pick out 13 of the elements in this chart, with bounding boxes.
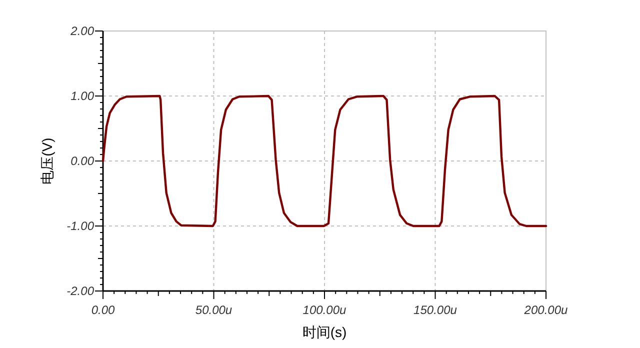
x-tick-label: 0.00 [91, 303, 115, 317]
y-tick-label: 1.00 [70, 89, 94, 103]
x-tick-label: 200.00u [523, 303, 568, 317]
x-tick-label: 100.00u [302, 303, 347, 317]
y-tick-label: 2.00 [70, 24, 94, 38]
y-axis-title: 电压(V) [39, 138, 55, 184]
line-series [102, 94, 548, 228]
y-tick-label: -1.00 [66, 219, 94, 233]
x-axis-title: 时间(s) [302, 324, 347, 340]
x-tick-label: 50.00u [195, 303, 232, 317]
y-tick-label: -2.00 [66, 284, 94, 298]
y-tick-label: 0.00 [70, 154, 94, 168]
x-tick-label: 150.00u [414, 303, 458, 317]
